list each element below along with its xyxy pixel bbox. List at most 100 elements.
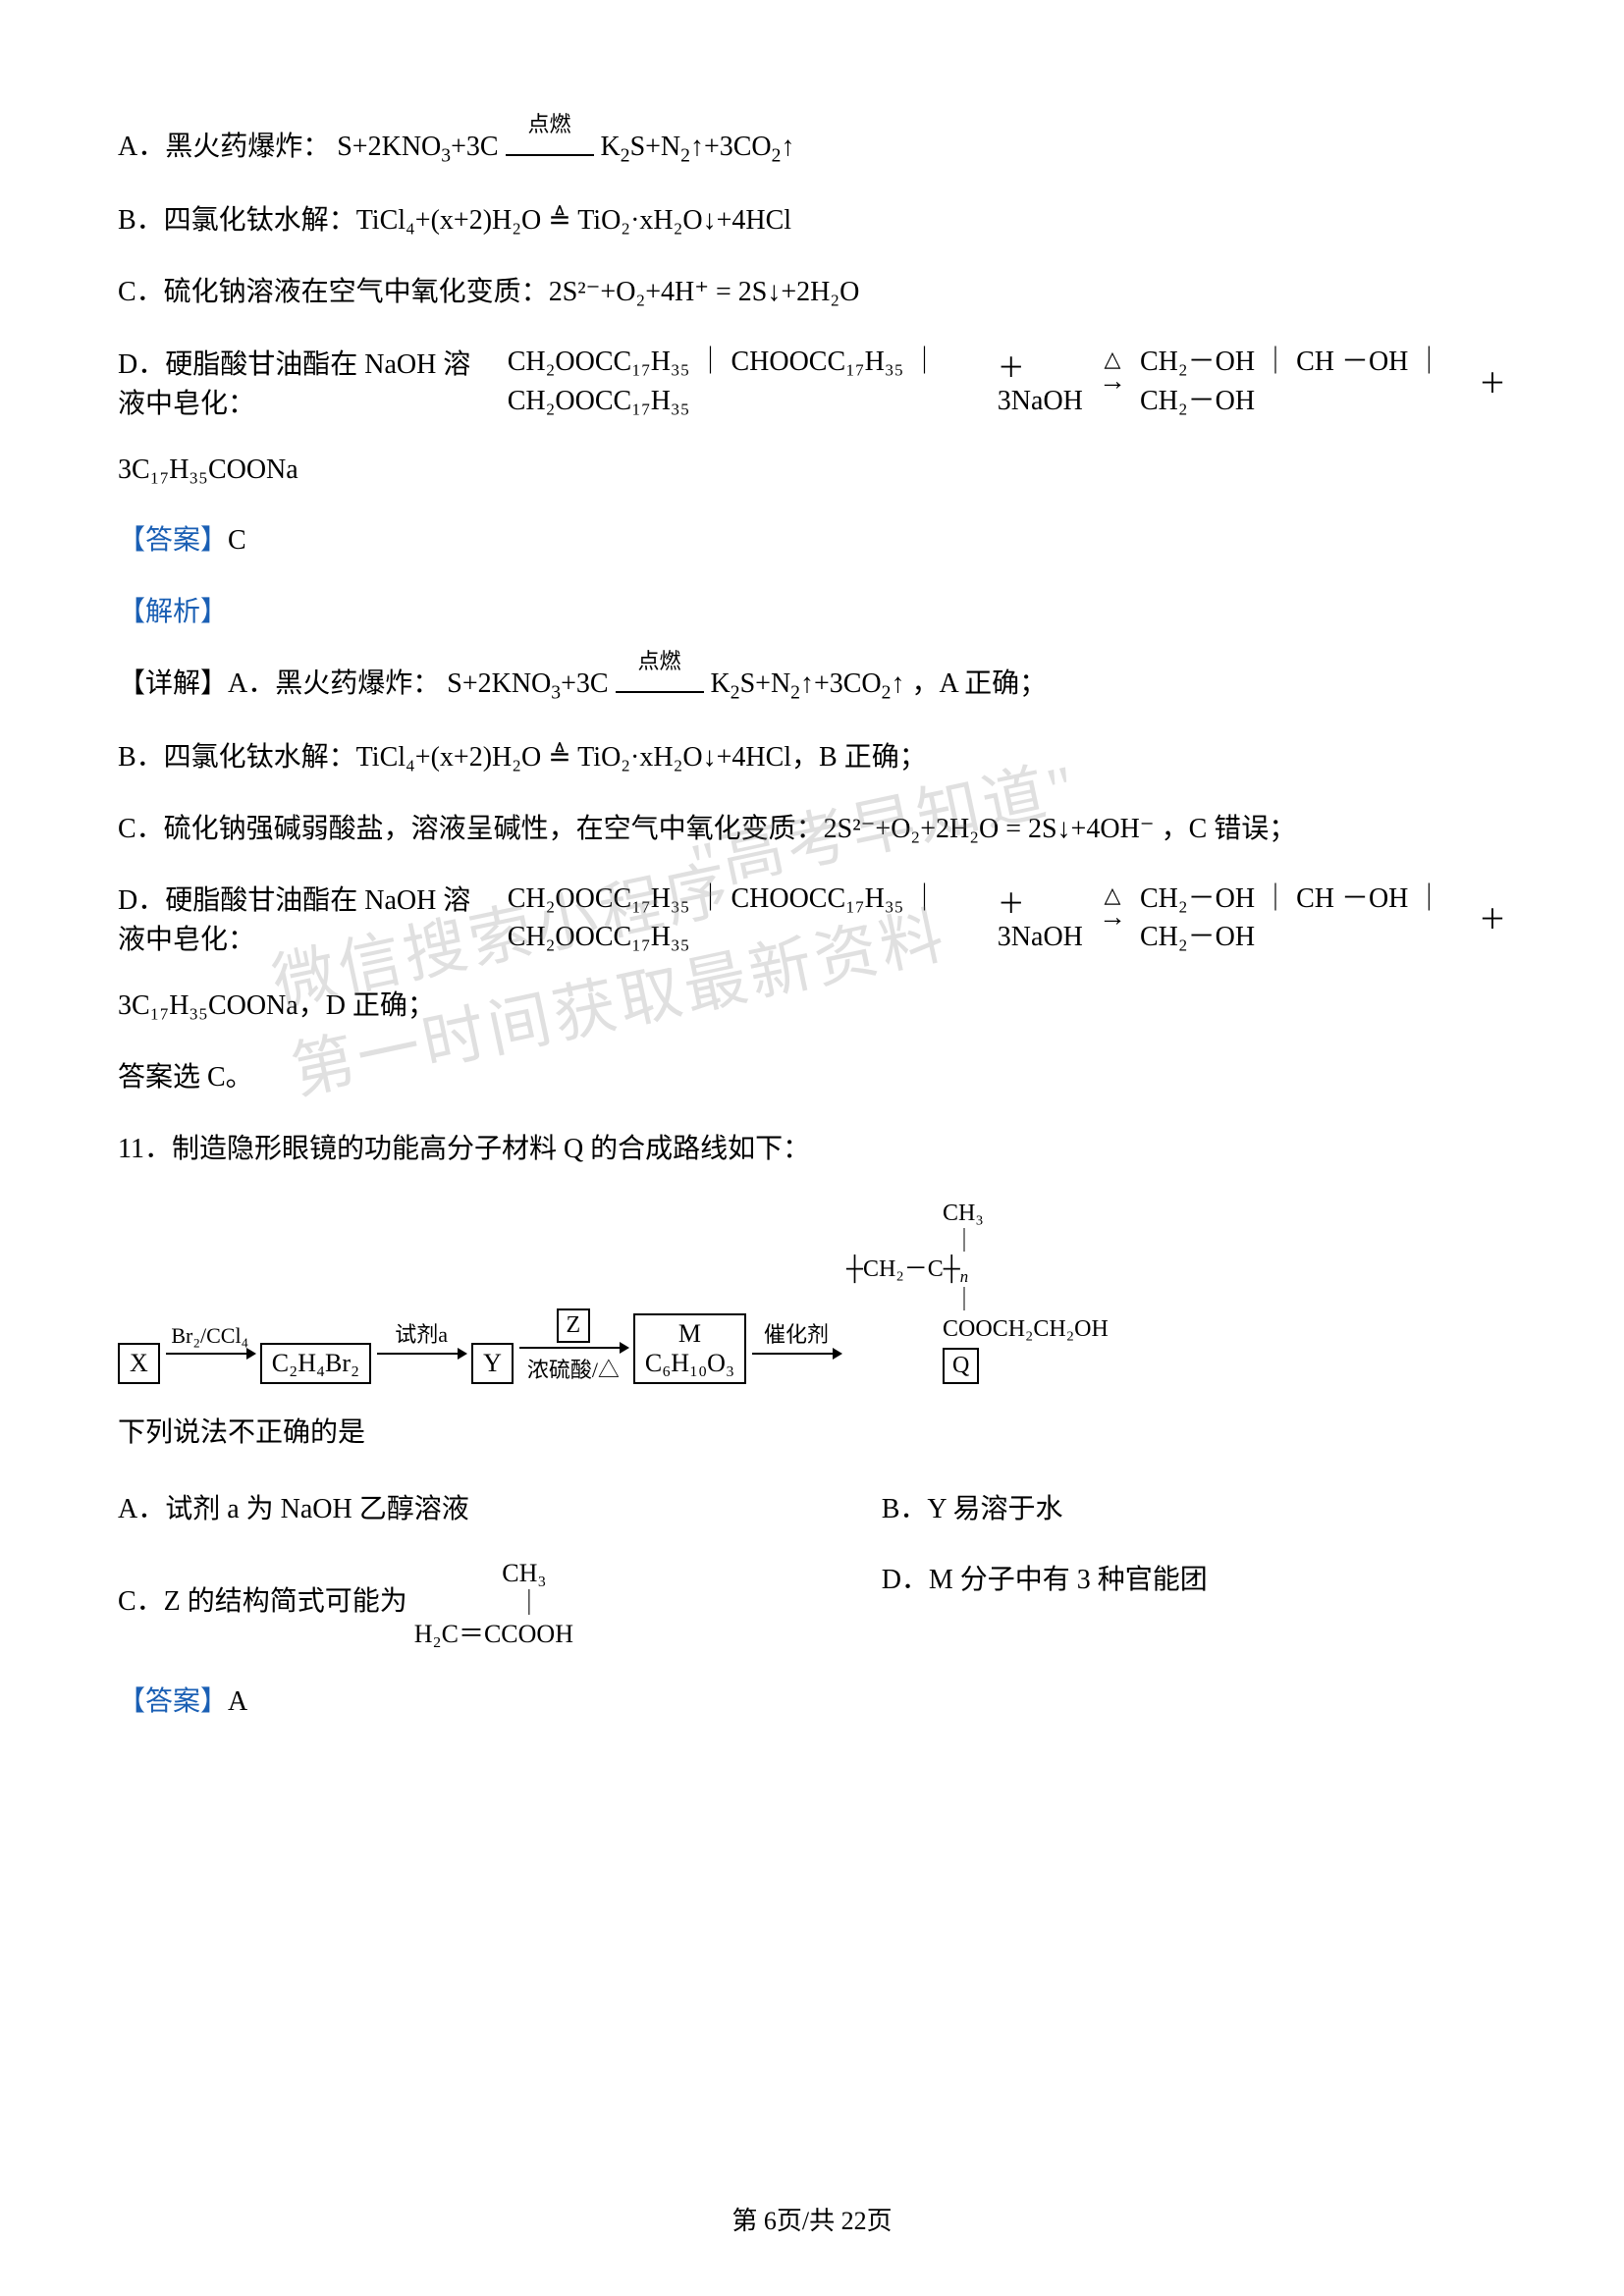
option-c-eq: 2S²⁻+O₂+4H⁺ = 2S↓+2H₂O bbox=[549, 277, 860, 307]
poly-mid: ┼CH₂－C┼n bbox=[846, 1255, 968, 1287]
struct-bond: ｜ bbox=[910, 347, 938, 377]
arrow-line bbox=[616, 691, 704, 693]
option-a-label: A．黑火药爆炸： bbox=[118, 132, 330, 162]
arrow-line bbox=[519, 1347, 627, 1349]
poly-mid-right: C bbox=[928, 1256, 944, 1282]
detail-d-line: D．硬脂酸甘油酯在 NaOH 溶液中皂化： CH₂OOCC₁₇H₃₅ ｜ CHO… bbox=[118, 879, 1506, 957]
struct-row: CH₂OOCC₁₇H₃₅ bbox=[508, 883, 690, 914]
detail-a-line: 【详解】A．黑火药爆炸： S+2KNO3+3C 点燃 K2S+N2↑+3CO2↑… bbox=[118, 663, 1506, 709]
eq-sub: 2 bbox=[621, 146, 630, 167]
eq-sub: 2 bbox=[790, 683, 800, 704]
struct-bond: ｜ bbox=[1415, 883, 1442, 914]
arrow-under-text bbox=[793, 1359, 799, 1384]
eq-part: ↑+3CO bbox=[690, 132, 772, 162]
q11-opt-a: A．试剂 a 为 NaOH 乙醇溶液 bbox=[118, 1487, 882, 1526]
poly-bot: COOCH₂CH₂OH bbox=[846, 1315, 1109, 1344]
analysis-label: 【解析】 bbox=[118, 591, 1506, 635]
struct-bond: ｜ bbox=[696, 347, 724, 377]
eq-sub: 3 bbox=[551, 683, 561, 704]
arrow-under-text bbox=[207, 1359, 213, 1384]
answer-label: 【答案】 bbox=[118, 1686, 228, 1717]
detail-a-eq: S+2KNO3+3C 点燃 K2S+N2↑+3CO2↑ bbox=[447, 668, 911, 699]
detail-d-trail: 3C₁₇H₃₅COONa，D 正确； bbox=[118, 985, 1506, 1029]
arrow-under-text bbox=[418, 1359, 424, 1384]
arrow-over-text: 点燃 bbox=[506, 107, 594, 141]
eq-sub: 2 bbox=[731, 683, 740, 704]
eq-part: K bbox=[601, 132, 621, 162]
detail-d-label: D．硬脂酸甘油酯在 NaOH 溶液中皂化： bbox=[118, 879, 498, 957]
eq-sub: 2 bbox=[882, 683, 892, 704]
poly-bond: ｜ bbox=[846, 1287, 976, 1315]
detail-b-line: B．四氯化钛水解：TiCl₄+(x+2)H₂O ≜ TiO₂·xH₂O↓+4HC… bbox=[118, 736, 1506, 780]
arrow-over-text: 催化剂 bbox=[764, 1317, 829, 1349]
arrow-under-text: 浓硫酸/△ bbox=[527, 1353, 620, 1384]
route-box-y: Y bbox=[471, 1343, 514, 1384]
eq-part: K bbox=[711, 668, 731, 699]
q11-opt-c: C．Z 的结构简式可能为 CH₃ ｜ H₂C＝CCOOH bbox=[118, 1558, 882, 1650]
option-b-eq: TiCl₄+(x+2)H₂O ≜ TiO₂·xH₂O↓+4HCl bbox=[356, 205, 791, 236]
q11-opt-row-2: C．Z 的结构简式可能为 CH₃ ｜ H₂C＝CCOOH D．M 分子中有 3 … bbox=[118, 1558, 1506, 1650]
struct-top: CH₃ bbox=[414, 1558, 573, 1588]
struct-bond: ｜ bbox=[414, 1588, 573, 1619]
answer-label: 【答案】 bbox=[118, 525, 228, 556]
eq-sub: 2 bbox=[772, 146, 782, 167]
struct-row: CH₂OOCC₁₇H₃₅ bbox=[508, 922, 690, 952]
route-arrow-1: Br₂/CCl₄ bbox=[166, 1323, 254, 1384]
q11-answer-line: 【答案】A bbox=[118, 1681, 1506, 1725]
arrow-over-text: Br₂/CCl₄ bbox=[171, 1323, 248, 1349]
arrow-line bbox=[377, 1353, 465, 1355]
final-answer-line: 答案选 C。 bbox=[118, 1056, 1506, 1100]
q11-opt-c-pre: C．Z 的结构简式可能为 bbox=[118, 1586, 407, 1617]
reaction-arrow: △ → bbox=[1099, 902, 1126, 934]
poly-top: CH₃ bbox=[846, 1200, 984, 1228]
eq-sub: 3 bbox=[441, 146, 451, 167]
arrow-line bbox=[166, 1353, 254, 1355]
eq-part: S+2KNO bbox=[337, 132, 441, 162]
answer-text: C bbox=[228, 525, 246, 556]
analysis-label-text: 【解析】 bbox=[118, 597, 228, 627]
arrow-over-text: 试剂a bbox=[395, 1317, 448, 1349]
struct-bond: ｜ bbox=[696, 883, 724, 914]
route-arrow-2: 试剂a bbox=[377, 1317, 465, 1384]
eq-part: +3C bbox=[561, 668, 608, 699]
plus-text: ＋3NaOH bbox=[998, 347, 1085, 417]
struct-bond: ｜ bbox=[910, 883, 938, 914]
poly-mid-left: CH₂ bbox=[863, 1256, 904, 1282]
struct-bond: ｜ bbox=[1262, 883, 1289, 914]
plus-text: ＋ bbox=[1479, 898, 1506, 937]
triglyceride-left: CH₂OOCC₁₇H₃₅ ｜ CHOOCC₁₇H₃₅ ｜ CH₂OOCC₁₇H₃… bbox=[508, 343, 988, 419]
q11-route: X Br₂/CCl₄ C₂H₄Br₂ 试剂a Y Z 浓硫酸/△ M C₆H₁₀… bbox=[118, 1200, 1506, 1384]
plus-text: ＋3NaOH bbox=[998, 882, 1085, 953]
q11-opt-d: D．M 分子中有 3 种官能团 bbox=[882, 1558, 1506, 1650]
box-q-wrap: Q bbox=[846, 1348, 979, 1384]
struct-row: CHOOCC₁₇H₃₅ bbox=[731, 883, 903, 914]
poly-bond: ｜ bbox=[846, 1228, 976, 1256]
detail-label: 【详解】 bbox=[118, 668, 228, 699]
arrow-line bbox=[506, 154, 594, 156]
detail-a-correct: ，A 正确； bbox=[911, 668, 1047, 699]
answer-text: A bbox=[228, 1686, 247, 1717]
q11-options: A．试剂 a 为 NaOH 乙醇溶液 B．Y 易溶于水 C．Z 的结构简式可能为… bbox=[118, 1487, 1506, 1650]
struct-bond: ｜ bbox=[1262, 347, 1289, 377]
eq-part: +3C bbox=[451, 132, 498, 162]
struct-bond: ｜ bbox=[1415, 347, 1442, 377]
box-m-top: M bbox=[678, 1319, 701, 1348]
box-z-label: Z bbox=[557, 1308, 591, 1343]
eq-part: ↑+3CO bbox=[800, 668, 882, 699]
struct-row: CH₂－OH bbox=[1140, 922, 1255, 952]
struct-row: CH₂－OH bbox=[1140, 386, 1255, 416]
detail-c-line: C．硫化钠强碱弱酸盐，溶液呈碱性，在空气中氧化变质：2S²⁻+O₂+2H₂O =… bbox=[118, 808, 1506, 852]
box-m-bot: C₆H₁₀O₃ bbox=[645, 1349, 734, 1377]
eq-part: S+N bbox=[630, 132, 681, 162]
option-a-line: A．黑火药爆炸： S+2KNO3+3C 点燃 K2S+N2↑+3CO2↑ bbox=[118, 126, 1506, 172]
eq-part: ↑ bbox=[781, 132, 794, 162]
triglyceride-left: CH₂OOCC₁₇H₃₅ ｜ CHOOCC₁₇H₃₅ ｜ CH₂OOCC₁₇H₃… bbox=[508, 880, 988, 956]
page: A．黑火药爆炸： S+2KNO3+3C 点燃 K2S+N2↑+3CO2↑ B．四… bbox=[0, 0, 1624, 2296]
q11-stem: 11．制造隐形眼镜的功能高分子材料 Q 的合成路线如下： bbox=[118, 1128, 1506, 1172]
arrow-over-text: △ bbox=[1099, 347, 1126, 372]
struct-row: CH₂－OH bbox=[1140, 347, 1255, 377]
route-box-q: Q bbox=[943, 1348, 979, 1384]
plus-text: ＋ bbox=[1479, 362, 1506, 401]
reaction-arrow: 点燃 bbox=[616, 664, 704, 708]
route-arrow-4: 催化剂 bbox=[752, 1317, 840, 1384]
